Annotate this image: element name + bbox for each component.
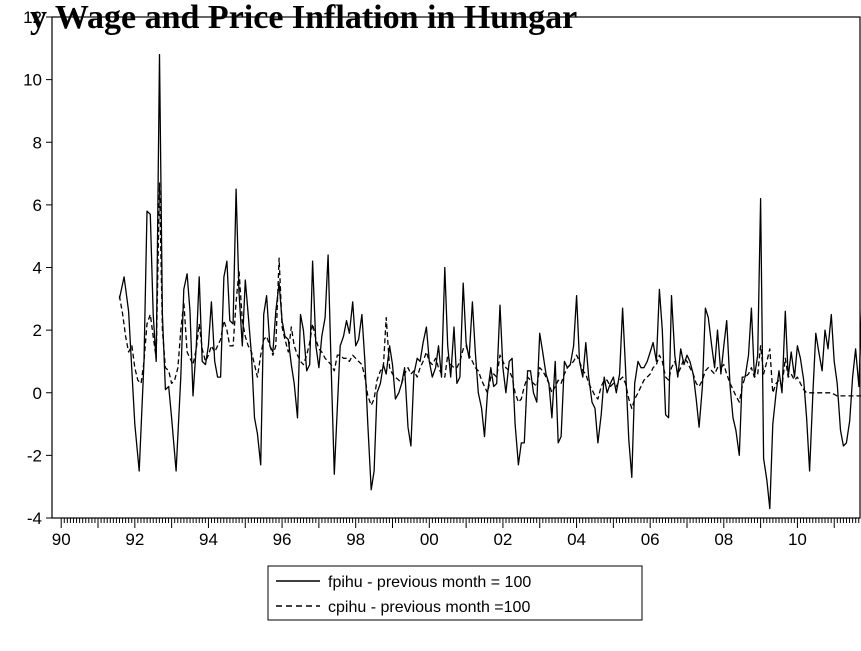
y-tick-label: 0	[33, 384, 42, 403]
y-tick-label: 2	[33, 321, 42, 340]
x-tick-label: 92	[125, 530, 144, 549]
x-tick-label: 06	[641, 530, 660, 549]
x-axis: 90 92 94 96 98 00 02 04 06 08 10	[52, 518, 860, 549]
series-layer	[118, 53, 861, 510]
x-tick-label: 08	[714, 530, 733, 549]
y-tick-label: 10	[23, 71, 42, 90]
y-tick-label: -2	[27, 446, 42, 465]
y-tick-label: 6	[33, 196, 42, 215]
chart-title: y Wage and Price Inflation in Hungar	[30, 0, 577, 36]
y-tick-label: -4	[27, 509, 42, 528]
series-line-fpihu	[118, 53, 861, 510]
legend-label-fpihu: fpihu - previous month = 100	[328, 574, 531, 591]
x-tick-label: 94	[199, 530, 218, 549]
x-tick-label: 00	[420, 530, 439, 549]
legend-box	[267, 565, 643, 621]
x-tick-label: 96	[273, 530, 292, 549]
series-line-cpihu	[118, 182, 861, 410]
y-tick-label: 12	[23, 8, 42, 27]
legend: fpihu - previous month = 100 cpihu - pre…	[267, 565, 643, 621]
y-axis: -4 -2 0 2 4 6 8 10 12	[23, 8, 52, 528]
plot-frame	[51, 16, 861, 519]
legend-label-cpihu: cpihu - previous month =100	[328, 599, 530, 616]
y-tick-label: 8	[33, 133, 42, 152]
x-tick-label: 10	[788, 530, 807, 549]
x-tick-label: 04	[567, 530, 586, 549]
x-tick-label: 98	[346, 530, 365, 549]
y-tick-label: 4	[33, 259, 42, 278]
x-tick-label: 90	[52, 530, 71, 549]
x-tick-label: 02	[493, 530, 512, 549]
